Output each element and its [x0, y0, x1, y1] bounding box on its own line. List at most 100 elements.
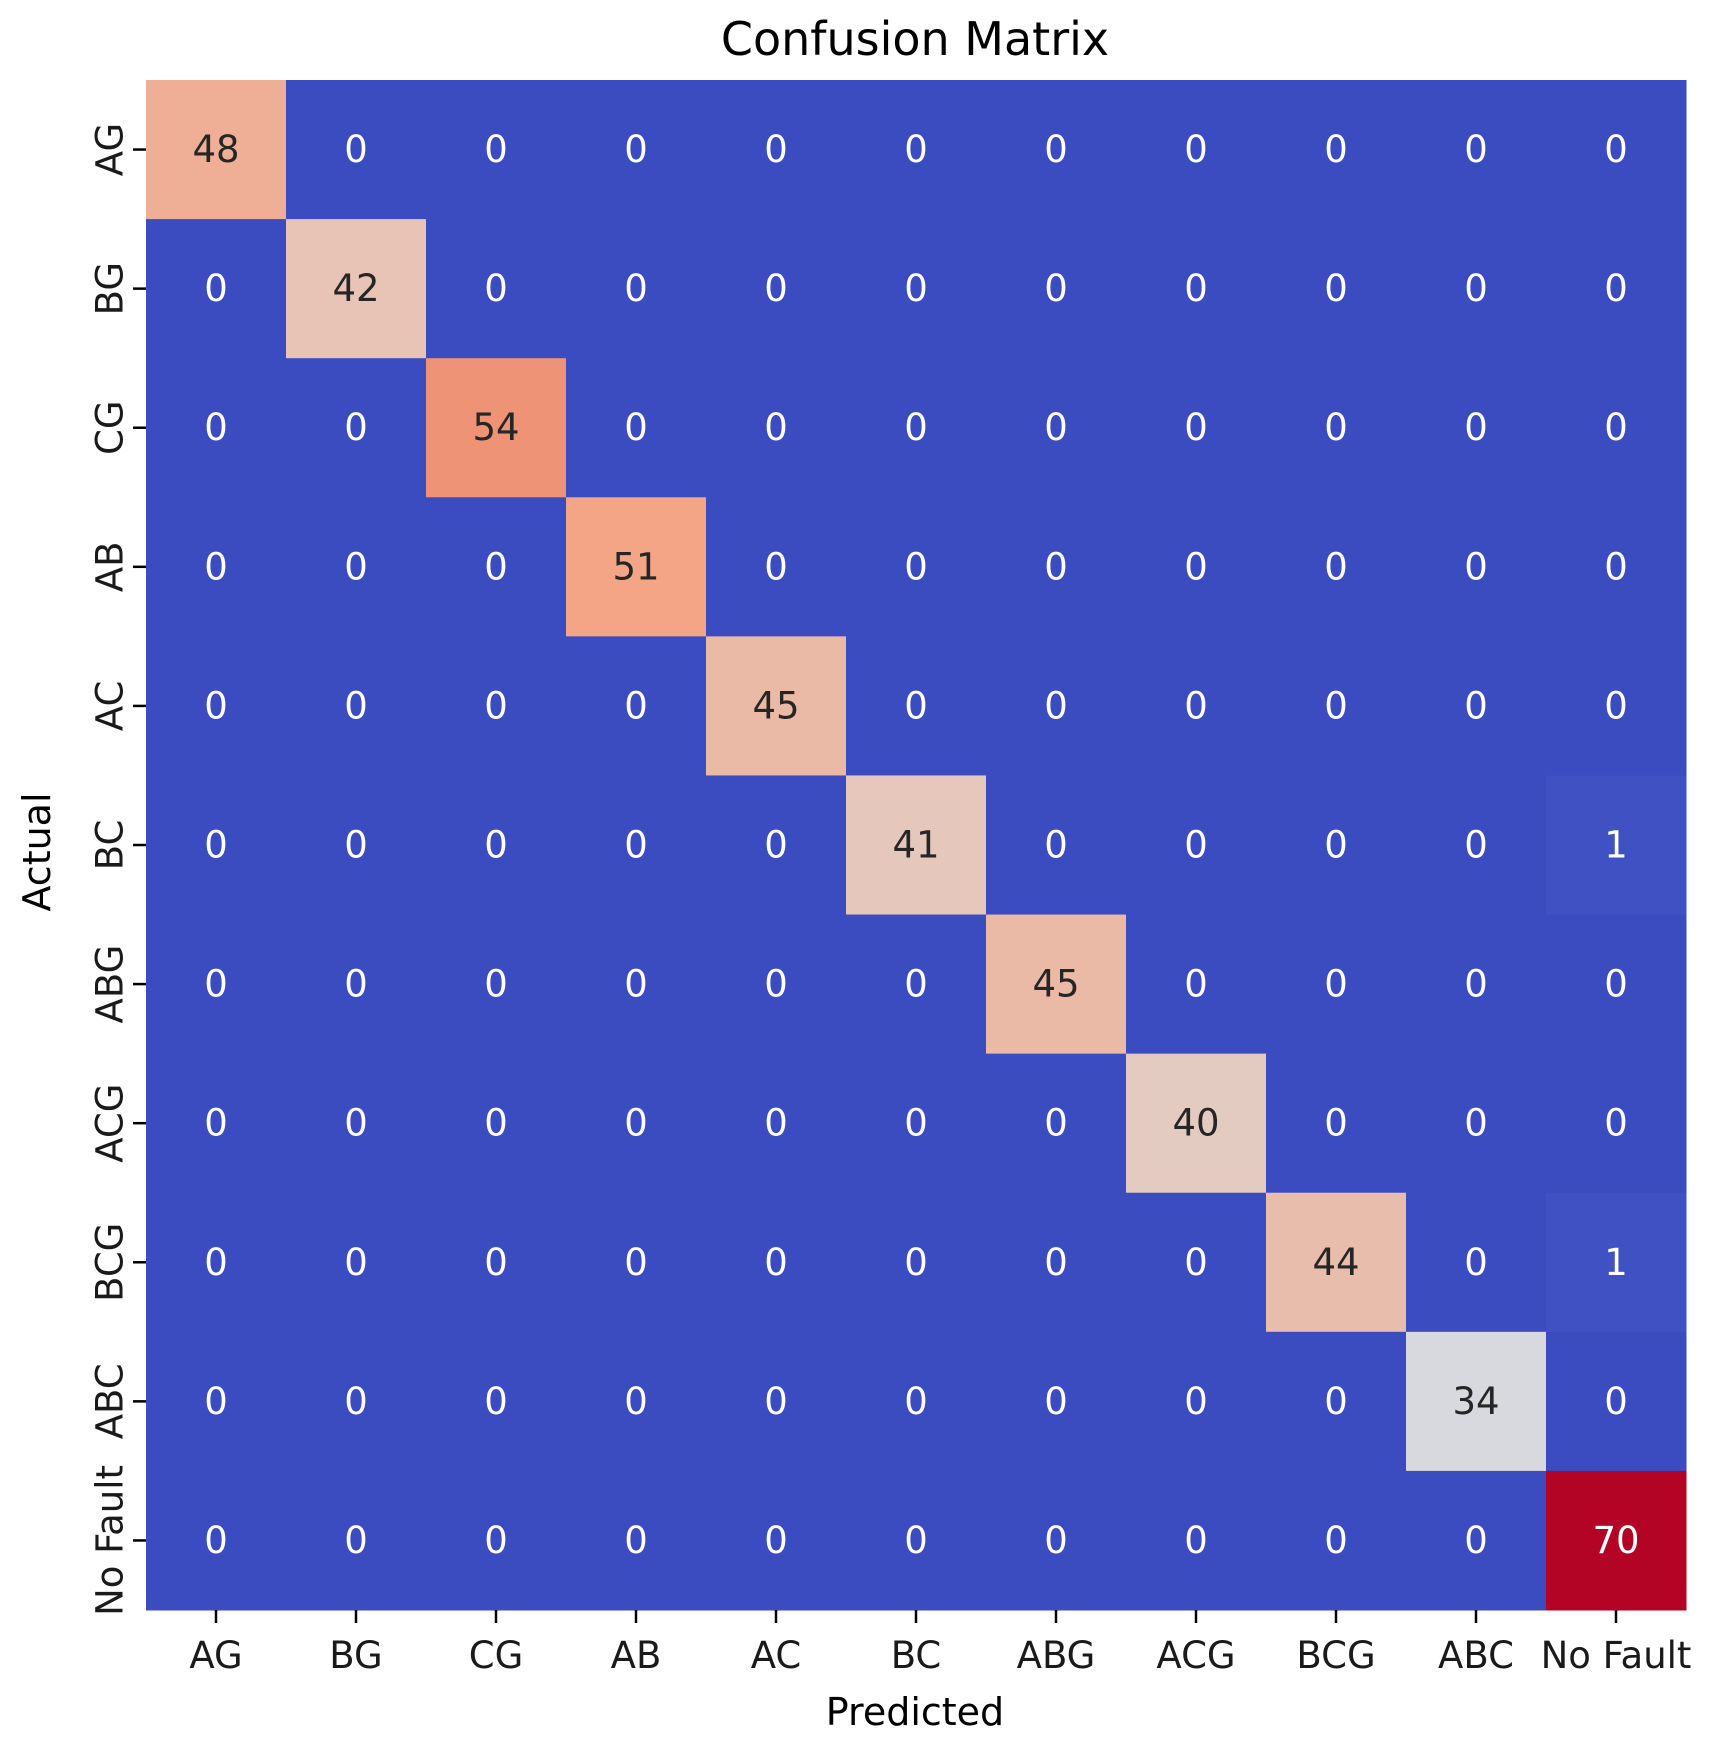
x-tick-label: AG [189, 1634, 242, 1677]
cell-value-label: 40 [1172, 1102, 1219, 1145]
cell-value-label: 0 [1324, 1380, 1348, 1423]
cell-value-label: 0 [764, 1102, 788, 1145]
cell-value-label: 0 [484, 963, 508, 1006]
heatmap-cell [1266, 1470, 1407, 1611]
cell-value-label: 0 [764, 1241, 788, 1284]
cell-value-label: 0 [624, 1102, 648, 1145]
x-axis-ticks: AG BG CG AB AC BC ABG ACG BCG ABC No Fault [189, 1610, 1691, 1677]
heatmap-cell [1266, 1192, 1407, 1333]
x-tick-label: AC [751, 1634, 802, 1677]
cell-value-label: 0 [204, 963, 228, 1006]
y-tick-label: BG [89, 262, 132, 315]
cell-value-label: 0 [1044, 824, 1068, 867]
cell-value-label: 0 [1324, 267, 1348, 310]
cell-value-label: 0 [764, 267, 788, 310]
heatmap-cell [1546, 358, 1687, 498]
cell-value-label: 0 [904, 963, 928, 1006]
heatmap-cell [146, 636, 287, 776]
cell-value-label: 0 [484, 1241, 508, 1284]
heatmap-cell [706, 358, 847, 498]
heatmap-cell [706, 1053, 847, 1194]
cell-value-label: 0 [484, 1102, 508, 1145]
heatmap-cell [146, 219, 287, 359]
heatmap-cell [146, 1053, 287, 1194]
heatmap-cell [846, 636, 987, 776]
heatmap-cell [566, 636, 707, 776]
heatmap-cell [146, 914, 287, 1055]
cell-value-label: 0 [764, 545, 788, 588]
cell-value-label: 41 [892, 824, 939, 867]
heatmap-cell [706, 914, 847, 1055]
heatmap-cell [1406, 219, 1547, 359]
heatmap-cell [1546, 1470, 1687, 1611]
cell-value-label: 0 [1324, 1519, 1348, 1562]
cell-value-label: 0 [1324, 684, 1348, 727]
heatmap-cell [426, 1192, 567, 1333]
heatmap-cell [566, 219, 707, 359]
heatmap-cell-labels: 48 0 0 0 0 0 0 0 0 0 0 0 42 0 0 0 0 0 0 0 0 0 0 0 54 0 0 0 0 0 0 0 0 0 0 0 5… [192, 128, 1639, 1562]
cell-value-label: 0 [1604, 684, 1628, 727]
heatmap-cell [1126, 1192, 1267, 1333]
heatmap-cell [286, 1331, 427, 1472]
y-axis-label: Actual [15, 792, 59, 911]
heatmap-cell [566, 497, 707, 637]
heatmap-cell [1546, 914, 1687, 1055]
cell-value-label: 0 [344, 1380, 368, 1423]
y-tick-label: No Fault [89, 1465, 132, 1616]
cell-value-label: 0 [204, 1519, 228, 1562]
cell-value-label: 45 [752, 684, 799, 727]
cell-value-label: 0 [1324, 406, 1348, 449]
cell-value-label: 0 [1184, 267, 1208, 310]
y-tick-label: ABG [89, 945, 132, 1024]
heatmap-cell [1126, 497, 1267, 637]
y-tick-label: CG [89, 400, 132, 455]
cell-value-label: 0 [1604, 963, 1628, 1006]
cell-value-label: 0 [1464, 406, 1488, 449]
heatmap-cell [846, 1053, 987, 1194]
cell-value-label: 0 [904, 684, 928, 727]
heatmap-cell [986, 1053, 1127, 1194]
x-tick-label: BCG [1296, 1634, 1375, 1677]
y-tick-label: BCG [89, 1223, 132, 1302]
y-tick-label: ACG [89, 1084, 132, 1163]
heatmap-cell [426, 1053, 567, 1194]
cell-value-label: 0 [1324, 1102, 1348, 1145]
cell-value-label: 0 [344, 684, 368, 727]
cell-value-label: 54 [472, 406, 519, 449]
heatmap-cell [286, 219, 427, 359]
y-tick-label: AB [89, 541, 132, 592]
cell-value-label: 0 [1184, 128, 1208, 171]
cell-value-label: 0 [344, 1241, 368, 1284]
cell-value-label: 34 [1452, 1380, 1499, 1423]
x-tick-label: ACG [1156, 1634, 1235, 1677]
heatmap-cell [1406, 1053, 1547, 1194]
cell-value-label: 0 [1604, 1380, 1628, 1423]
heatmap-cell [146, 80, 287, 220]
cell-value-label: 0 [904, 267, 928, 310]
heatmap-cell [426, 358, 567, 498]
heatmap-cell [1266, 1053, 1407, 1194]
cell-value-label: 0 [1044, 128, 1068, 171]
heatmap-cell [566, 1192, 707, 1333]
heatmap-cell [846, 1331, 987, 1472]
heatmap-cell [426, 1331, 567, 1472]
cell-value-label: 0 [1464, 963, 1488, 1006]
cell-value-label: 0 [1184, 1380, 1208, 1423]
cell-value-label: 0 [344, 824, 368, 867]
heatmap-cell [1546, 1053, 1687, 1194]
heatmap-cell [986, 497, 1127, 637]
heatmap-cell [1126, 358, 1267, 498]
heatmap-cell [1406, 636, 1547, 776]
heatmap-cell [426, 775, 567, 916]
heatmap-cell [286, 636, 427, 776]
heatmap-cell [846, 1470, 987, 1611]
heatmap-cell [426, 497, 567, 637]
x-tick-label: BC [891, 1634, 942, 1677]
heatmap-cell [286, 775, 427, 916]
heatmap-cell [1126, 914, 1267, 1055]
cell-value-label: 0 [624, 963, 648, 1006]
heatmap-cell [566, 358, 707, 498]
cell-value-label: 0 [1044, 267, 1068, 310]
cell-value-label: 0 [904, 1519, 928, 1562]
heatmap-cell [286, 1053, 427, 1194]
